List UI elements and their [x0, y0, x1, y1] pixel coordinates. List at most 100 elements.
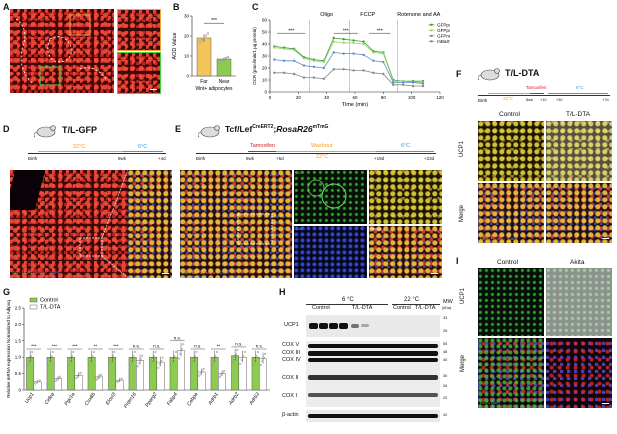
stain-legend-dapi: DAPI — [491, 401, 500, 405]
data-point — [218, 375, 221, 378]
data-point — [179, 352, 182, 355]
significance-label: *** — [72, 344, 78, 349]
legend-label: T/L-DTA — [40, 305, 61, 311]
cold-label: 6°C — [401, 143, 411, 149]
data-point — [28, 358, 31, 361]
series-line — [274, 51, 424, 84]
significance-label: *** — [113, 344, 119, 349]
data-point — [206, 32, 210, 35]
washout-label: Washout — [311, 143, 333, 149]
blot-label-coxv: COX V — [282, 342, 300, 348]
data-point — [78, 373, 81, 376]
data-point — [50, 354, 53, 357]
data-point — [51, 351, 54, 353]
header-6c: 6 °C — [342, 297, 354, 303]
significance-label: *** — [377, 28, 383, 34]
series-line — [274, 41, 423, 83]
stain-legend-perilipin: Perilipin — [491, 237, 505, 241]
panel-e-timeline: Tamoxifen Washout 22°C 6°C Birth 8wk +5d… — [196, 143, 441, 167]
panel-d-label: D — [3, 124, 10, 134]
data-point — [47, 362, 50, 365]
panel-d-zoom-image — [128, 170, 172, 278]
stain-legend-ucp1: UCP1 — [192, 271, 203, 275]
significance-label: *** — [211, 18, 217, 24]
data-point — [282, 71, 286, 75]
y-tick-label: 1.5 — [15, 338, 22, 343]
title-part: Tcf/Lef — [225, 124, 253, 134]
data-point — [75, 377, 78, 380]
header-control: Control — [393, 305, 411, 311]
data-point — [222, 57, 226, 61]
data-point — [38, 379, 41, 382]
data-point — [392, 81, 395, 84]
data-point — [220, 58, 224, 62]
data-point — [411, 84, 415, 88]
data-point — [214, 354, 217, 357]
data-point — [129, 362, 132, 365]
timepoint-label: +23d — [424, 156, 435, 161]
warm-phase-bar — [276, 151, 376, 152]
x-tick-label: Cidea — [44, 392, 57, 406]
data-point — [48, 358, 51, 361]
data-point — [204, 34, 208, 37]
inset-label: UCP1 — [371, 171, 382, 175]
data-point — [362, 40, 365, 43]
significance-label: n.s. — [194, 344, 201, 349]
blot-label-coxi: COX I — [282, 393, 297, 399]
cold-phase-bar — [376, 151, 434, 152]
data-point — [352, 69, 355, 72]
x-tick-label: 120 — [436, 95, 444, 100]
data-point — [92, 351, 95, 353]
x-tick-label: Ucp1 — [24, 392, 36, 405]
data-point — [282, 59, 286, 62]
data-point — [411, 81, 415, 84]
panel-a-main-image — [10, 9, 114, 93]
y-tick-label: 20 — [262, 66, 268, 71]
data-point — [292, 48, 296, 52]
y-tick-label: 1.0 — [15, 355, 22, 360]
data-point — [56, 378, 59, 381]
y-tick-label: 0 — [18, 388, 21, 393]
data-point — [68, 362, 70, 365]
panel-h-label: H — [279, 287, 286, 297]
tamoxifen-bar — [530, 93, 544, 94]
stain-legend-dapi: DAPI — [508, 237, 517, 241]
y-tick-label: 50 — [262, 30, 268, 35]
panel-g-chart: 0 0.5 1.0 1.5 2.0 2.5 *** Ucp1 *** Cidea *** Pgc1a *… — [6, 298, 270, 409]
data-point — [212, 358, 215, 361]
data-point — [130, 358, 133, 361]
panel-a-green-inset — [117, 52, 161, 94]
data-point — [192, 358, 195, 361]
blot-label-coxiii: COX III — [282, 350, 301, 356]
data-point — [95, 378, 98, 381]
x-tick-label: 60 — [352, 95, 358, 100]
panel-e-inset-gfp: GFP — [294, 170, 367, 224]
data-point — [342, 52, 345, 55]
phase-label: Rotenone and AA — [397, 12, 440, 18]
data-point — [223, 370, 226, 372]
panel-i-akita-ucp1 — [546, 268, 612, 336]
header-control: Control — [312, 305, 330, 311]
data-point — [273, 46, 276, 49]
timepoint-label: 8wk — [246, 156, 255, 161]
panel-c-label: C — [252, 2, 259, 12]
blot-oxphos — [306, 341, 440, 407]
data-point — [352, 52, 355, 55]
data-point — [157, 366, 160, 369]
warm-label: 22°C — [503, 96, 514, 101]
data-point — [173, 354, 176, 357]
panel-a-label: A — [3, 2, 10, 12]
blot-beta-actin — [306, 410, 440, 422]
data-point — [252, 362, 255, 365]
data-point — [72, 351, 75, 353]
data-point — [312, 59, 316, 62]
panel-e-inset-dapi: DAPI — [294, 226, 367, 278]
y-axis-title: Relative mRNA expression Normalized to A… — [6, 300, 11, 398]
legend-label: GFPpos-1 — [437, 22, 450, 27]
data-point — [332, 51, 335, 54]
stain-legend-perilipin: Perilipin — [33, 271, 47, 275]
cold-label: 6°C — [576, 85, 584, 90]
data-point — [322, 77, 326, 81]
x-tick-label: 0 — [269, 95, 272, 100]
stain-legend-dapi: DAPI — [220, 271, 229, 275]
